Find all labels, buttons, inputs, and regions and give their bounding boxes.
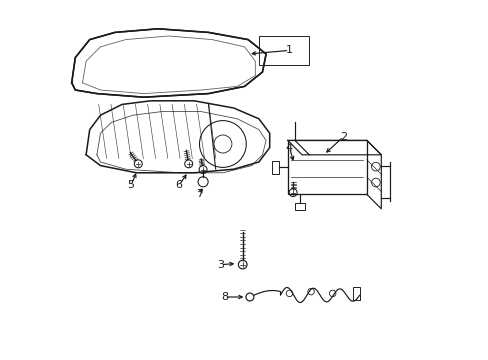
Text: 4: 4: [285, 143, 292, 153]
Text: 5: 5: [127, 180, 134, 190]
Text: 7: 7: [196, 189, 203, 199]
Bar: [287, 140, 366, 194]
Bar: [352, 287, 360, 300]
Text: 8: 8: [221, 292, 228, 302]
Text: 1: 1: [285, 45, 292, 55]
Bar: [258, 36, 309, 65]
Bar: [295, 203, 305, 210]
Bar: [272, 161, 278, 174]
Text: 6: 6: [175, 180, 182, 190]
Text: 3: 3: [217, 260, 224, 270]
Text: 2: 2: [339, 132, 346, 142]
